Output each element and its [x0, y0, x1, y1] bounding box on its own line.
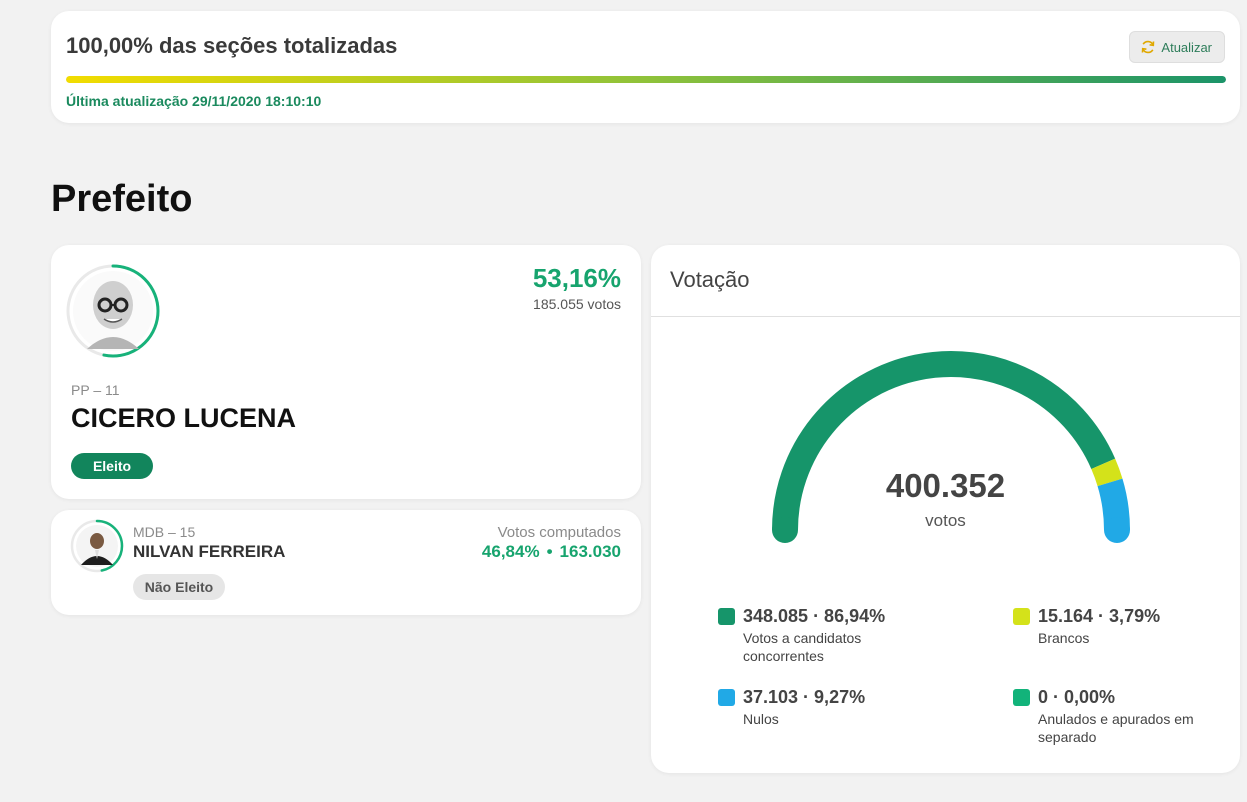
votacao-title: Votação [670, 267, 750, 292]
legend-value: 348.085 · 86,94% [743, 606, 886, 626]
legend-value: 15.164 · 3,79% [1038, 606, 1161, 626]
winner-name: CICERO LUCENA [71, 403, 297, 433]
winner-status-badge: Eleito [71, 453, 153, 479]
total-votes-label: votos [925, 511, 966, 530]
votacao-card: Votação 400.352 votos 348.085 · 86,94% V… [651, 245, 1240, 773]
progress-fill [66, 76, 1226, 83]
gauge-end-cap [1104, 517, 1130, 543]
legend-swatch [718, 608, 735, 625]
divider [651, 316, 1240, 317]
runner-up-status-badge: Não Eleito [133, 574, 225, 600]
runner-up-avatar [70, 519, 124, 573]
winner-party: PP – 11 [71, 382, 120, 398]
refresh-label: Atualizar [1161, 39, 1212, 55]
runner-up-votes: 163.030 [559, 542, 621, 561]
runner-up-computed-label: Votos computados [497, 524, 621, 541]
runner-up-percent: 46,84% [481, 542, 540, 561]
legend-label: Nulos [743, 711, 779, 727]
status-card: 100,00% das seções totalizadas Atualizar… [51, 11, 1240, 123]
winner-vote-ring [66, 264, 160, 358]
winner-card: 53,16% 185.055 votos PP – 11 CICERO LUCE… [51, 245, 641, 499]
winner-votes: 185.055 votos [533, 296, 621, 312]
legend-label: Brancos [1038, 630, 1090, 646]
runner-up-vote-ring [70, 519, 124, 573]
legend-value: 37.103 · 9,27% [743, 687, 866, 707]
runner-up-card: MDB – 15 NILVAN FERREIRA Não Eleito Voto… [51, 510, 641, 615]
votes-gauge [772, 351, 1130, 543]
runner-up-name: NILVAN FERREIRA [133, 542, 286, 561]
legend-value: 0 · 0,00% [1038, 687, 1116, 707]
legend-swatch [718, 689, 735, 706]
status-title: 100,00% das seções totalizadas [66, 33, 398, 58]
runner-up-party: MDB – 15 [133, 524, 196, 540]
gauge-end-cap [772, 517, 798, 543]
gauge-segment [772, 351, 1116, 531]
legend-label: Anulados e apurados em separado [1038, 711, 1194, 745]
legend-label: Votos a candidatos concorrentes [743, 630, 862, 664]
refresh-button[interactable]: Atualizar [1129, 31, 1225, 63]
gauge-segment [1091, 458, 1123, 487]
section-title: Prefeito [51, 178, 193, 220]
legend-swatch [1013, 689, 1030, 706]
total-votes: 400.352 [885, 467, 1006, 504]
runner-up-stats: 46,84% • 163.030 [482, 542, 621, 562]
last-update: Última atualização 29/11/2020 18:10:10 [66, 93, 322, 109]
winner-percent: 53,16% [532, 263, 621, 293]
refresh-icon [1142, 40, 1155, 54]
progress-bar [66, 76, 1226, 83]
separator-dot: • [546, 542, 553, 561]
winner-avatar [65, 263, 161, 359]
legend-swatch [1013, 608, 1030, 625]
